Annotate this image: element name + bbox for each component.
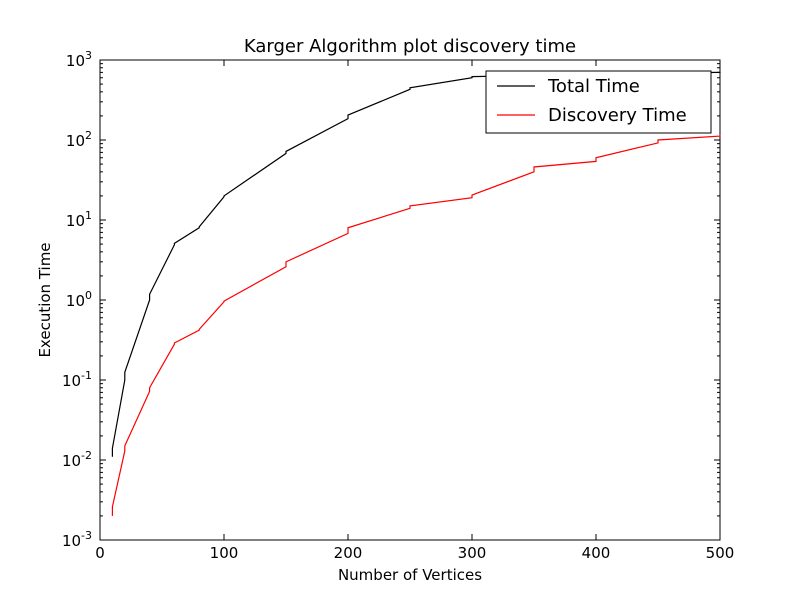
x-tick-label: 200 (334, 544, 363, 562)
x-tick-label: 300 (458, 544, 487, 562)
x-tick-label: 0 (95, 544, 105, 562)
x-axis-label: Number of Vertices (338, 566, 482, 584)
series-line-discovery-time (111, 135, 721, 516)
y-tick-label: 101 (66, 209, 92, 230)
plot-area: 0 100 200 300 400 500 10-3 10-2 10-1 100 101 102 103 (62, 49, 734, 562)
ticks-layer: 0 100 200 300 400 500 10-3 10-2 10-1 100 101 102 103 (62, 49, 734, 562)
y-tick-label: 102 (66, 129, 92, 150)
legend-label-discovery-time: Discovery Time (548, 105, 687, 126)
chart-title: Karger Algorithm plot discovery time (244, 36, 576, 57)
legend: Total Time Discovery Time (485, 70, 712, 134)
y-axis-label: Execution Time (36, 242, 54, 357)
legend-box (485, 70, 712, 134)
axes-frame (99, 59, 721, 541)
y-tick-label: 100 (66, 289, 92, 310)
x-tick-label: 500 (706, 544, 735, 562)
y-tick-label: 10-1 (62, 369, 92, 390)
y-tick-label: 103 (66, 49, 92, 70)
y-tick-label: 10-2 (62, 449, 92, 470)
x-tick-label: 400 (582, 544, 611, 562)
y-tick-label: 10-3 (62, 529, 92, 550)
legend-label-total-time: Total Time (547, 76, 640, 97)
x-tick-label: 100 (210, 544, 239, 562)
